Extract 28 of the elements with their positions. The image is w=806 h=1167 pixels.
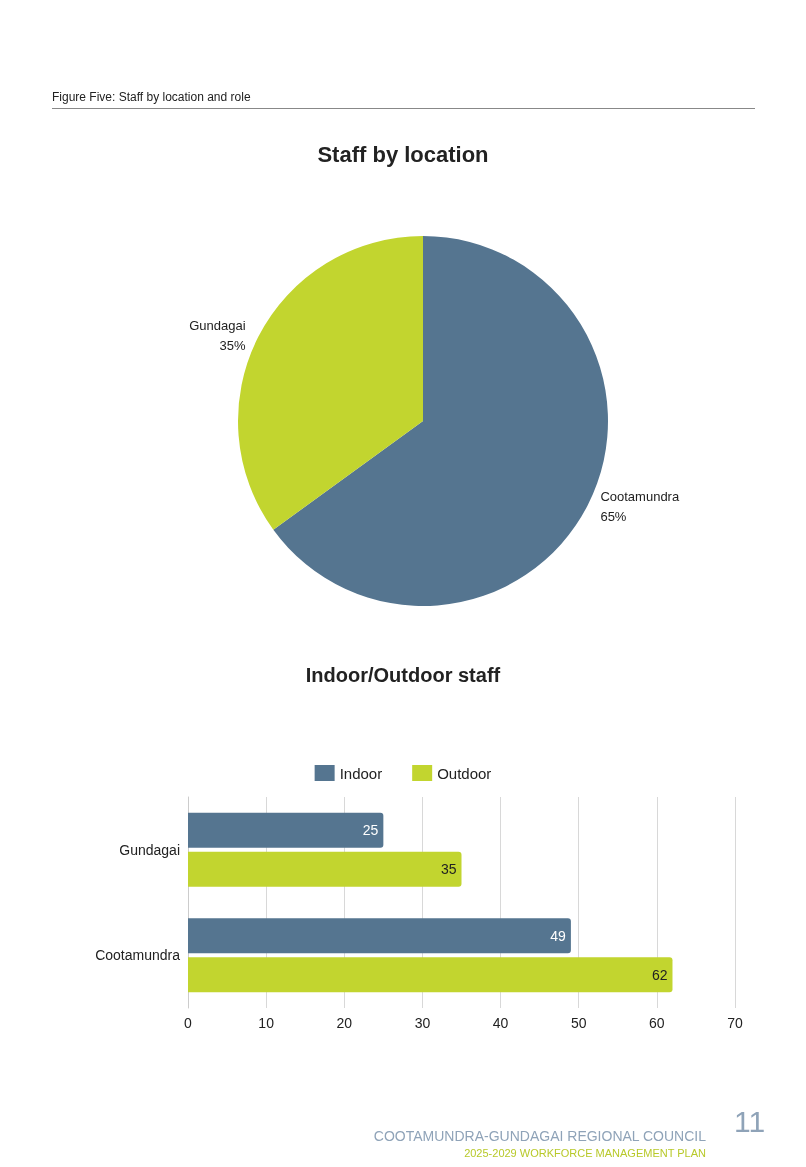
x-tick-label: 30 xyxy=(414,1015,431,1031)
bar xyxy=(188,918,571,954)
x-tick-label: 20 xyxy=(336,1015,353,1031)
data-label: 35 xyxy=(440,861,457,878)
x-tick-label: 10 xyxy=(258,1015,275,1031)
text: 11 xyxy=(734,1105,766,1139)
text: 2025-2029 WORKFORCE MANAGEMENT PLAN xyxy=(464,1147,706,1159)
x-tick-label: 40 xyxy=(492,1015,509,1031)
text: Figure Five: Staff by location and role xyxy=(52,90,755,109)
x-tick-label: 50 xyxy=(570,1015,587,1031)
legend-label: Indoor xyxy=(339,764,383,782)
data-label: 35% xyxy=(219,337,247,353)
bar xyxy=(188,851,462,887)
chart-title: Indoor/Outdoor staff xyxy=(305,664,501,686)
data-label: 62 xyxy=(651,966,668,983)
x-tick-label: 70 xyxy=(727,1015,743,1031)
x-tick-label: 0 xyxy=(184,1015,193,1031)
data-label: 25 xyxy=(362,822,379,839)
x-tick-label: 60 xyxy=(649,1015,665,1031)
data-label: 65% xyxy=(600,509,627,525)
slice-label: Cootamundra xyxy=(600,489,680,505)
chart-title: Staff by location xyxy=(317,141,489,167)
bar xyxy=(188,957,673,993)
slice-label: Gundagai xyxy=(189,317,246,333)
legend-label: Outdoor xyxy=(437,764,492,782)
data-label: 49 xyxy=(550,927,567,944)
text: COOTAMUNDRA-GUNDAGAI REGIONAL COUNCIL xyxy=(373,1128,706,1144)
bar xyxy=(188,812,384,848)
